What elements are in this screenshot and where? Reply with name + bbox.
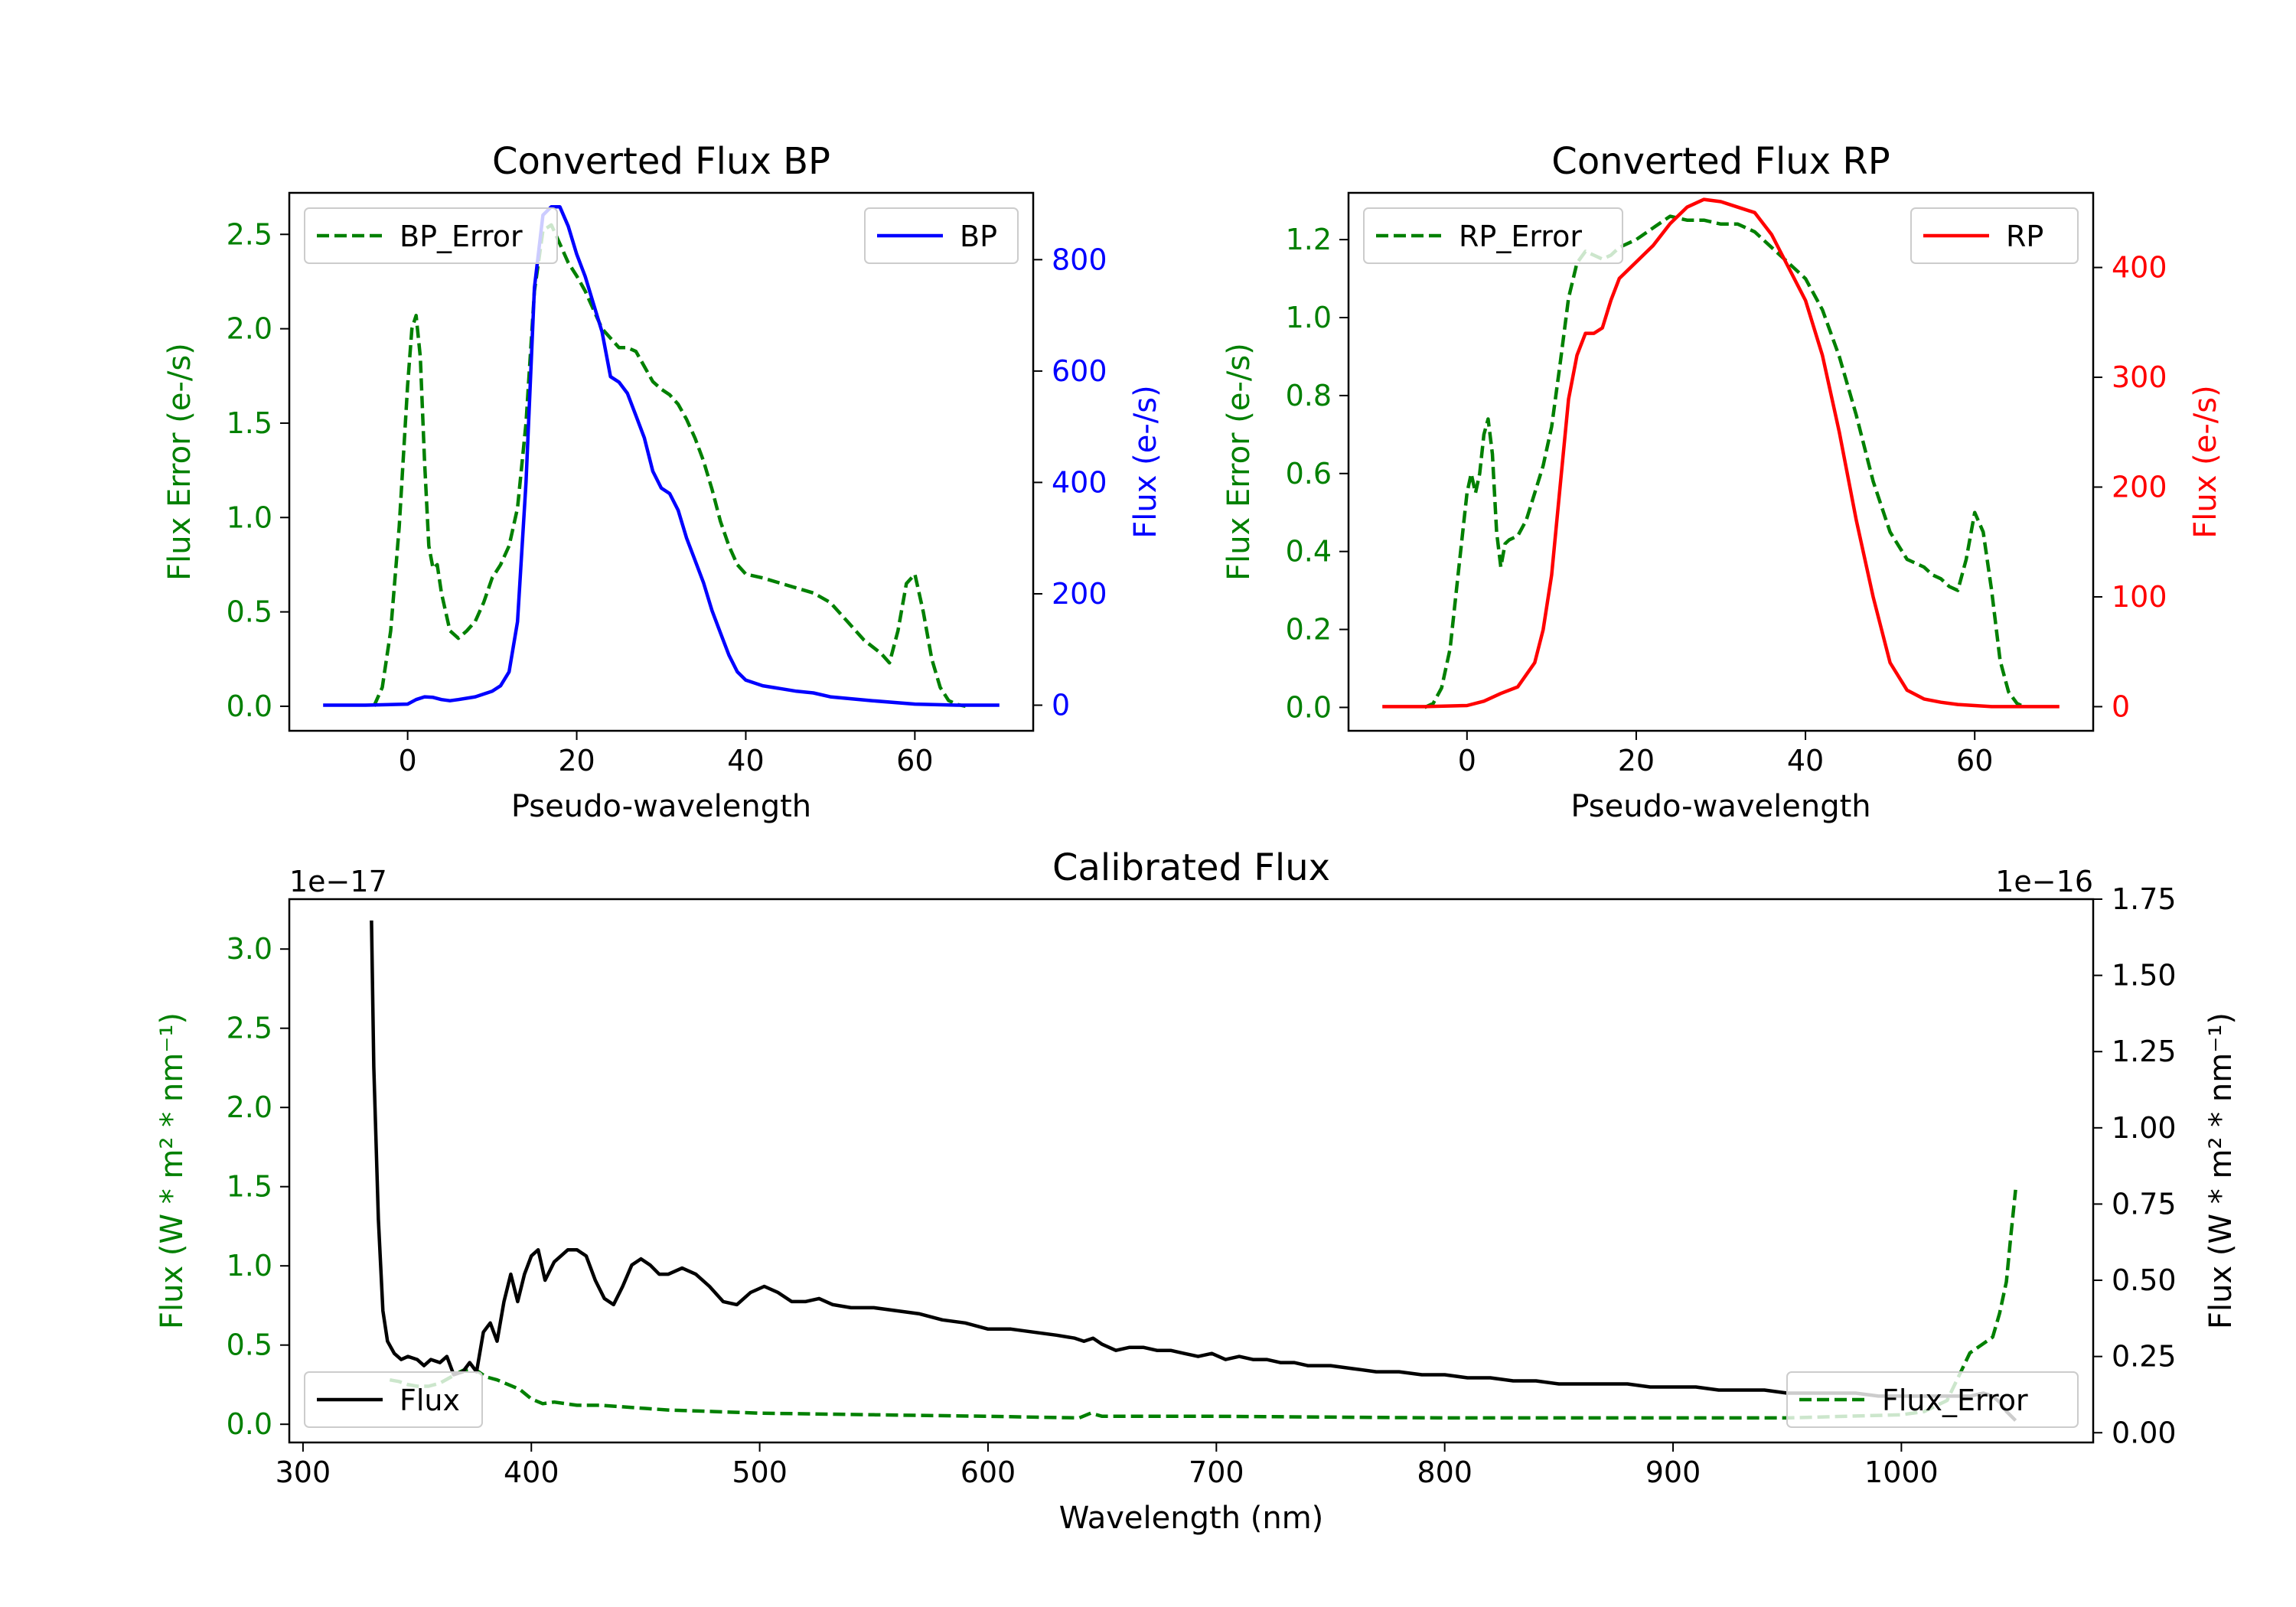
rp-ylabel-right: Flux (e-/s) — [2188, 385, 2223, 538]
rp-ytick-right-label: 0 — [2112, 689, 2130, 723]
calibrated-xtick-label: 700 — [1189, 1455, 1244, 1489]
rp-title: Converted Flux RP — [1551, 140, 1890, 183]
calibrated-ytick-right-label: 1.25 — [2112, 1035, 2177, 1068]
calibrated-ytick-left-label: 3.0 — [227, 932, 272, 966]
calibrated-ytick-right-label: 1.50 — [2112, 959, 2177, 993]
bp-xtick-label: 0 — [399, 744, 417, 777]
bp-ytick-left-label: 1.5 — [227, 406, 272, 440]
rp-xtick-label: 20 — [1618, 744, 1655, 777]
bp-ytick-left-label: 2.0 — [227, 312, 272, 346]
bp-xtick-label: 40 — [727, 744, 764, 777]
calibrated-title: Calibrated Flux — [1052, 846, 1330, 889]
rp-ytick-left-label: 0.8 — [1286, 379, 1332, 412]
bp-ytick-right-label: 0 — [1052, 689, 1070, 722]
rp-ytick-left-label: 0.4 — [1286, 535, 1332, 569]
bp-series-bp — [323, 204, 1000, 707]
rp-ytick-left-label: 0.0 — [1286, 690, 1332, 724]
calibrated-xtick-label: 300 — [276, 1455, 331, 1489]
calibrated-ytick-left-label: 2.0 — [227, 1090, 272, 1124]
rp-ytick-left-label: 1.2 — [1286, 223, 1332, 256]
calibrated-legend-left-label: Flux — [400, 1384, 460, 1417]
bp-xtick-label: 60 — [896, 744, 933, 777]
bp-title: Converted Flux BP — [492, 140, 830, 183]
bp-ylabel-left: Flux Error (e-/s) — [162, 343, 197, 581]
bp-ylabel-right: Flux (e-/s) — [1128, 385, 1163, 538]
calibrated-xtick-label: 500 — [732, 1455, 788, 1489]
bp-xtick-label: 20 — [558, 744, 595, 777]
calibrated-xtick-label: 400 — [504, 1455, 559, 1489]
calibrated-ytick-right-label: 0.50 — [2112, 1263, 2177, 1297]
calibrated-legend-right-label: Flux_Error — [1882, 1384, 2028, 1417]
calibrated-ytick-left-label: 0.0 — [227, 1407, 272, 1441]
bp-axes-frame — [288, 191, 1035, 732]
calibrated-xtick-label: 1000 — [1864, 1455, 1939, 1489]
calibrated-xlabel: Wavelength (nm) — [1059, 1501, 1324, 1536]
calibrated-axes-frame — [288, 898, 2095, 1444]
calibrated-legend-left-box — [304, 1371, 483, 1428]
bp-ytick-right-label: 200 — [1052, 577, 1107, 611]
calibrated-offset-right: 1e−16 — [1995, 865, 2093, 898]
rp-ytick-left-label: 0.2 — [1286, 613, 1332, 647]
calibrated-ytick-left-label: 0.5 — [227, 1328, 272, 1362]
calibrated-ylabel-left: Flux (W * m² * nm⁻¹) — [155, 1012, 190, 1329]
rp-ytick-right-label: 300 — [2112, 360, 2167, 394]
bp-ytick-left-label: 1.0 — [227, 500, 272, 534]
rp-legend-left-label: RP_Error — [1459, 220, 1582, 253]
calibrated-xtick-label: 800 — [1417, 1455, 1473, 1489]
bp-ytick-left-label: 0.0 — [227, 689, 272, 723]
rp-legend-right-label: RP — [2006, 220, 2043, 253]
bp-xlabel: Pseudo-wavelength — [511, 789, 811, 824]
bp-legend-left-box — [304, 207, 558, 264]
bp-legend-left-label: BP_Error — [400, 220, 523, 253]
rp-xtick-label: 40 — [1787, 744, 1824, 777]
bp-ytick-left-label: 2.5 — [227, 217, 272, 251]
rp-ytick-right-label: 400 — [2112, 251, 2167, 285]
rp-legend-left-box — [1363, 207, 1623, 264]
bp-ytick-right-label: 800 — [1052, 243, 1107, 276]
rp-axes-frame — [1347, 191, 2095, 732]
calibrated-series-flux — [370, 920, 2017, 1422]
calibrated-offset-left: 1e−17 — [289, 865, 387, 898]
calibrated-ytick-left-label: 2.5 — [227, 1012, 272, 1045]
rp-ylabel-left: Flux Error (e-/s) — [1221, 343, 1257, 581]
calibrated-ytick-right-label: 1.75 — [2112, 882, 2177, 916]
rp-ytick-left-label: 1.0 — [1286, 301, 1332, 334]
chart-layer: 0 20 40 600.00.51.01.52.02.50200400600800Co… — [155, 140, 2239, 1536]
bp-legend-right-label: BP — [960, 220, 997, 253]
calibrated-xtick-label: 600 — [960, 1455, 1016, 1489]
calibrated-ylabel-right: Flux (W * m² * nm⁻¹) — [2203, 1012, 2239, 1329]
rp-xtick-label: 60 — [1956, 744, 1993, 777]
calibrated-ytick-right-label: 0.00 — [2112, 1416, 2177, 1449]
rp-ytick-right-label: 100 — [2112, 580, 2167, 614]
calibrated-ytick-right-label: 1.00 — [2112, 1111, 2177, 1145]
rp-ytick-left-label: 0.6 — [1286, 457, 1332, 491]
calibrated-ytick-right-label: 0.25 — [2112, 1340, 2177, 1374]
calibrated-ytick-right-label: 0.75 — [2112, 1187, 2177, 1221]
bp-ytick-left-label: 0.5 — [227, 595, 272, 629]
rp-xtick-label: 0 — [1458, 744, 1476, 777]
bp-ytick-right-label: 400 — [1052, 465, 1107, 499]
bp-ytick-right-label: 600 — [1052, 354, 1107, 388]
rp-ytick-right-label: 200 — [2112, 470, 2167, 504]
calibrated-legend-right-box — [1786, 1371, 2079, 1428]
rp-legend-right-box — [1910, 207, 2079, 264]
rp-series-rp — [1382, 197, 2060, 709]
calibrated-ytick-left-label: 1.0 — [227, 1249, 272, 1283]
calibrated-ytick-left-label: 1.5 — [227, 1170, 272, 1204]
bp-series-bp-error — [372, 223, 967, 709]
calibrated-xtick-label: 900 — [1645, 1455, 1701, 1489]
rp-xlabel: Pseudo-wavelength — [1570, 789, 1870, 824]
